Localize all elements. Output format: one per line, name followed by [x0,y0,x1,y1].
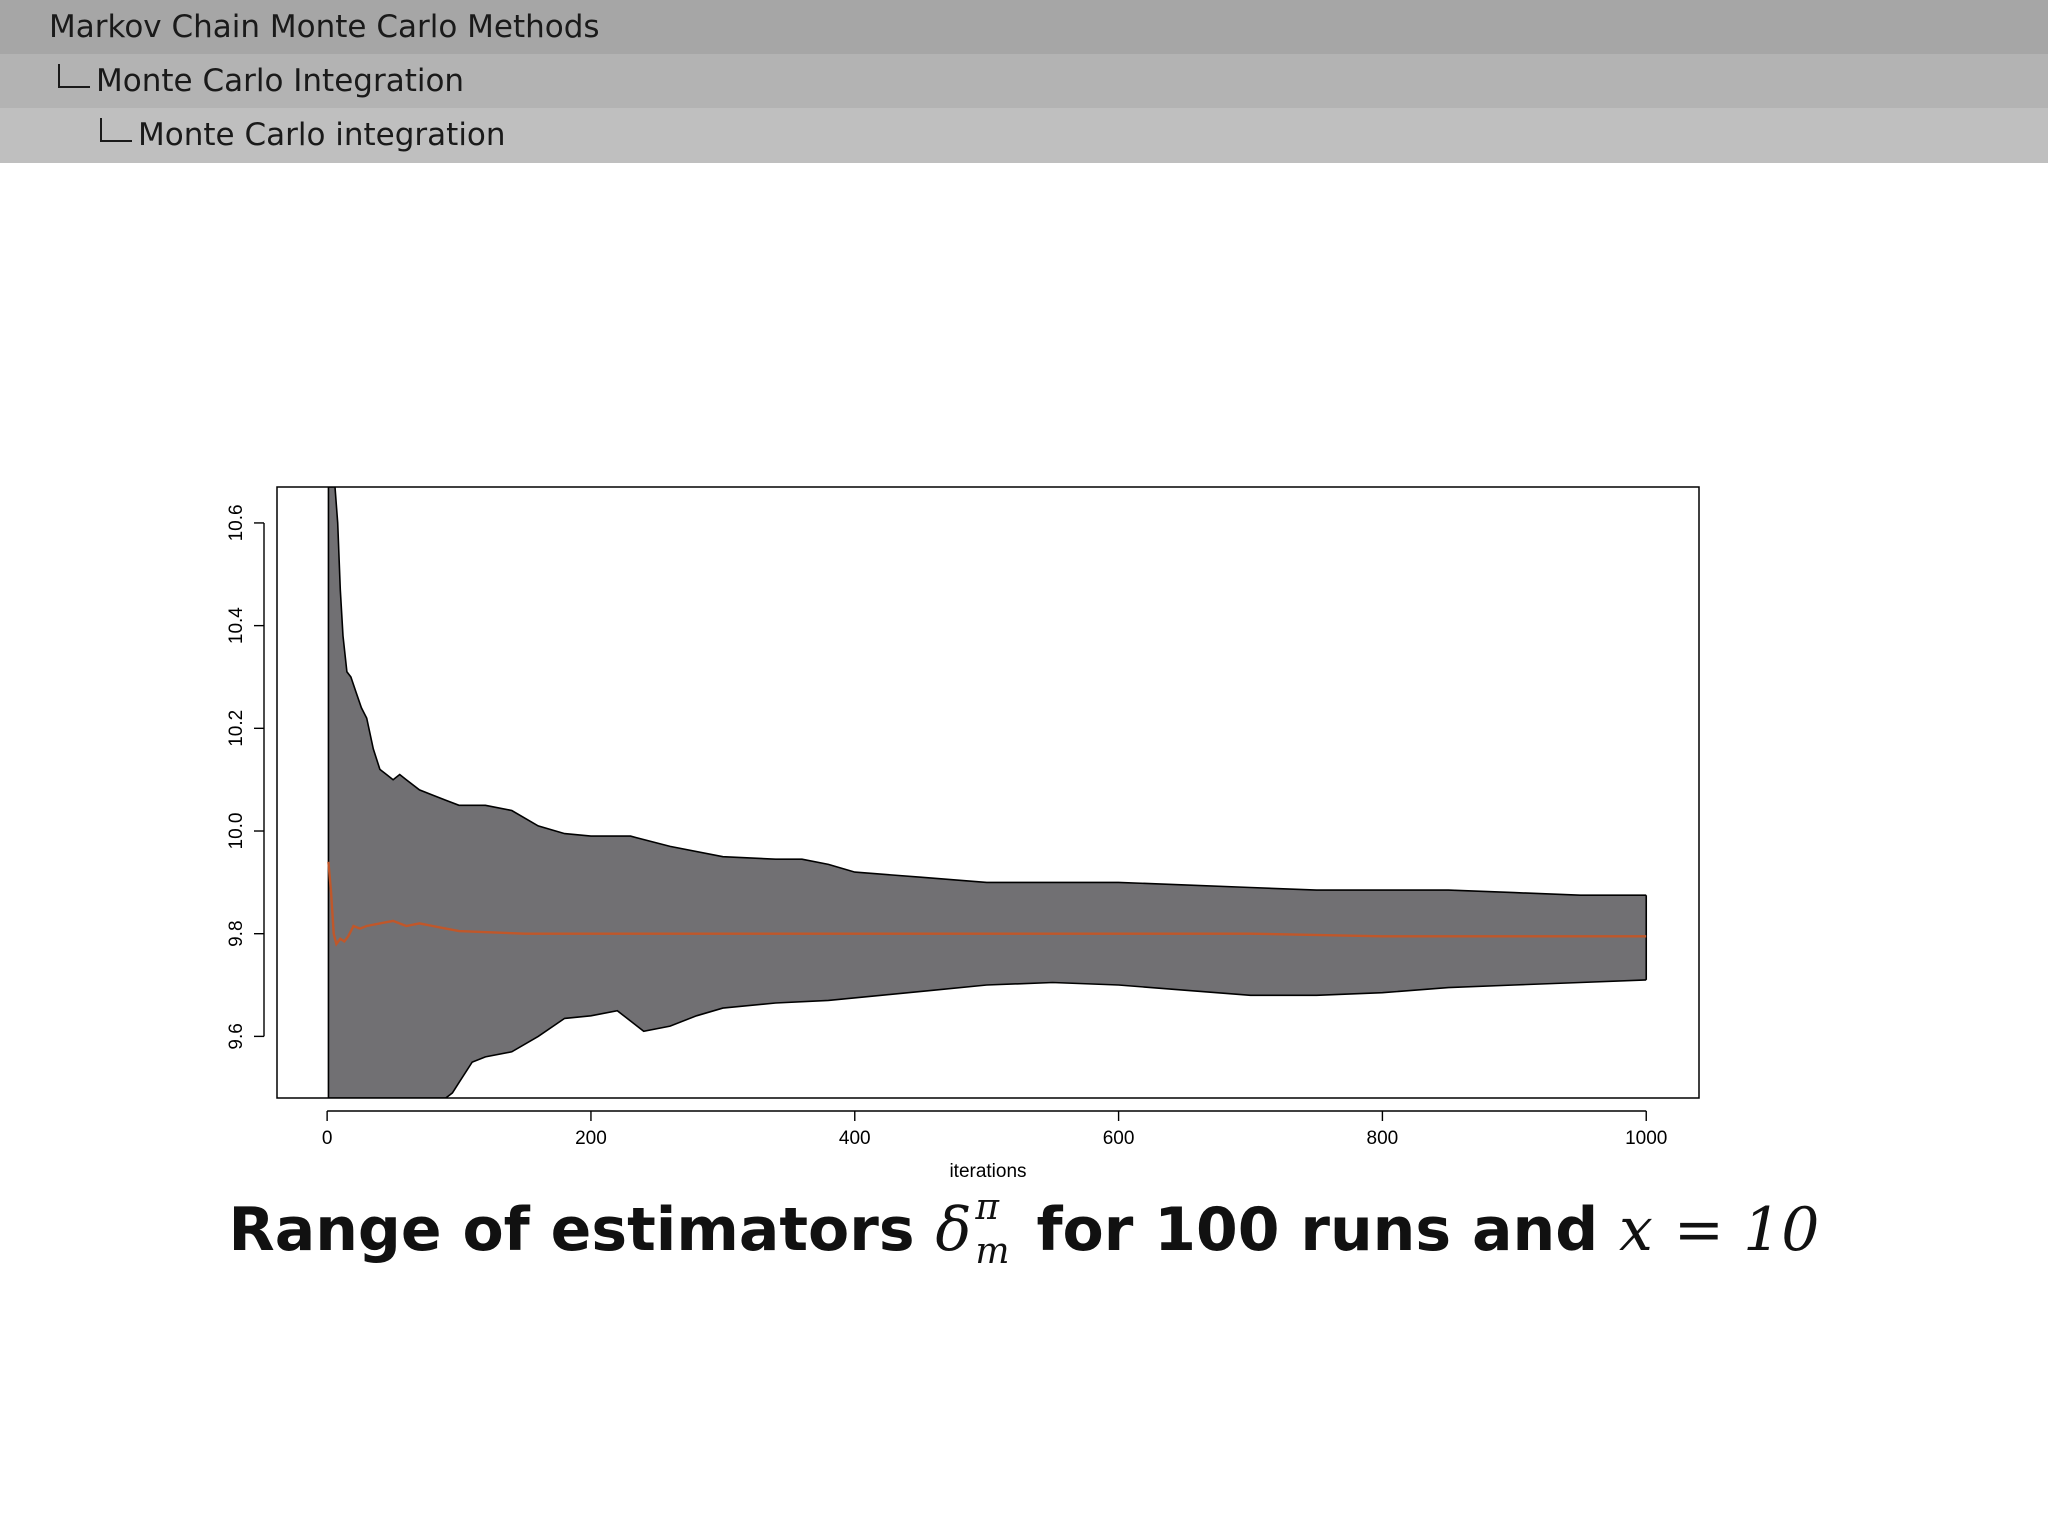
x-tick-label: 200 [575,1128,607,1149]
y-tick-label: 9.6 [226,1023,247,1049]
caption-text-middle: for 100 runs and [1036,1195,1599,1265]
y-tick-label: 10.2 [226,710,247,747]
upper-bound-line [328,487,1647,897]
tree-elbow-icon [100,118,132,142]
breadcrumb-subsection: Monte Carlo Integration [96,63,465,99]
caption-text-before: Range of estimators [228,1195,915,1265]
caption-math-var: x [1619,1195,1653,1265]
y-tick-label: 10.4 [226,607,247,644]
breadcrumb-frame: Monte Carlo integration [138,117,506,153]
caption-math-rest: = 10 [1673,1195,1820,1265]
breadcrumb-section-bar: Markov Chain Monte Carlo Methods [0,0,2048,54]
plot-area [327,487,1648,1098]
x-axis-label: iterations [949,1161,1026,1182]
tree-elbow-icon [58,64,90,88]
x-tick-label: 1000 [1625,1128,1667,1149]
lower-bound-line [328,979,1647,1098]
y-tick-label: 9.8 [226,920,247,946]
breadcrumb-frame-bar: Monte Carlo integration [0,108,2048,163]
y-tick-label: 10.0 [226,813,247,850]
delta-symbol: δ [935,1195,972,1265]
x-tick-label: 800 [1367,1128,1399,1149]
plot-frame [276,486,1700,1099]
breadcrumb-section: Markov Chain Monte Carlo Methods [49,9,600,45]
estimator-subscript: m [975,1231,1010,1272]
y-axis: 9.6 9.8 10.0 10.2 10.4 10.6 [226,504,265,1050]
x-tick-label: 400 [839,1128,871,1149]
estimator-superscript: π [975,1187,1000,1228]
y-tick-label: 10.6 [226,504,247,541]
mean-estimator-line [327,861,1647,947]
x-tick-label: 600 [1103,1128,1135,1149]
range-band [328,487,1647,1098]
breadcrumb-subsection-bar: Monte Carlo Integration [0,54,2048,108]
x-tick-label: 0 [322,1128,333,1149]
x-axis: 0 200 400 600 800 1000 [322,1110,1667,1149]
